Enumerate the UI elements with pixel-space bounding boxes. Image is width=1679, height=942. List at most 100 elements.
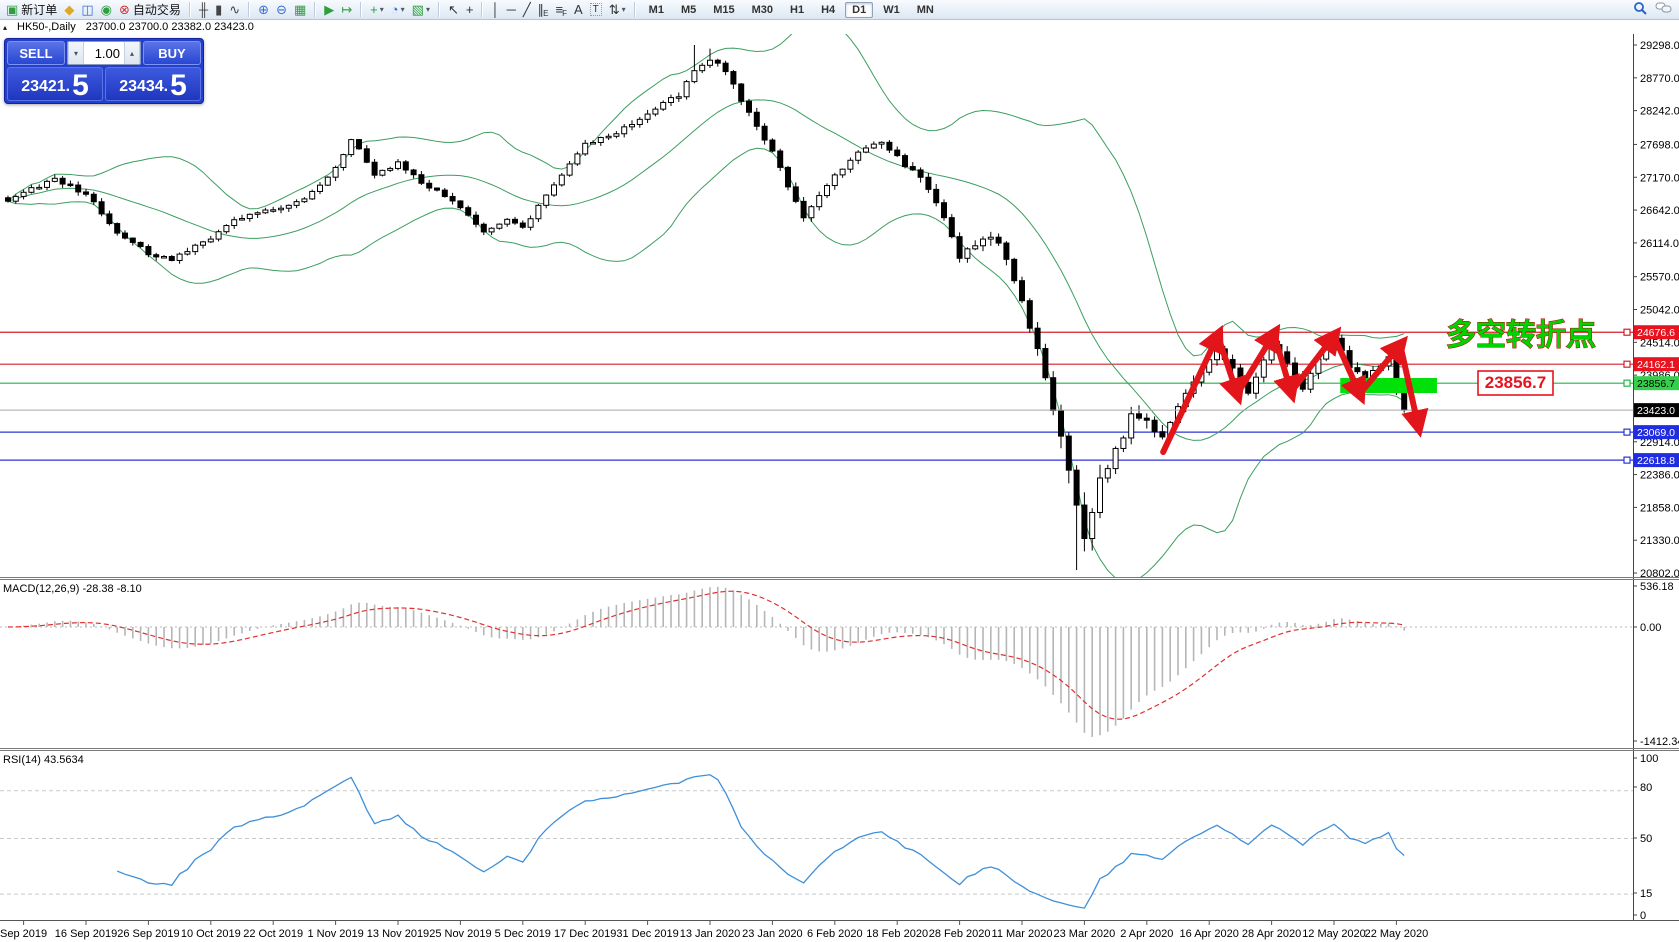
indicators-icon: + [370, 2, 378, 17]
volume-stepper[interactable]: ▾ 1.00 ▴ [67, 41, 141, 65]
timeframe-m15-button[interactable]: M15 [713, 3, 735, 16]
date-label: 25 Nov 2019 [429, 928, 491, 940]
vertical-line-button[interactable]: │ [488, 1, 502, 19]
macd-axis-label: 0.00 [1640, 622, 1661, 634]
timeframe-h4-button[interactable]: H4 [821, 3, 836, 16]
line-handle[interactable] [1623, 428, 1631, 436]
chart-shift-button[interactable]: ↦ [338, 1, 355, 19]
price-tick-label: 29298.0 [1640, 40, 1679, 52]
rsi-axis-label: 50 [1640, 833, 1652, 845]
candlestick-chart-icon: ▮ [215, 2, 223, 17]
text-button[interactable]: A [571, 1, 586, 19]
metaeditor-button[interactable]: ◆ [61, 1, 77, 19]
price-tick-label: 21330.0 [1640, 535, 1679, 547]
trendline-button[interactable]: ╱ [520, 1, 534, 19]
text-label-button[interactable]: T [587, 1, 605, 19]
timeframe-mn-button[interactable]: MN [916, 3, 934, 16]
cursor-button[interactable]: ↖ [445, 1, 462, 19]
price-tick-label: 22386.0 [1640, 470, 1679, 482]
zoom-out-button[interactable]: ⊖ [273, 1, 290, 19]
metaeditor-icon: ◆ [64, 2, 75, 17]
sell-button[interactable]: SELL [7, 41, 65, 65]
chart-ohlc-values: 23700.0 23700.0 23382.0 23423.0 [85, 21, 254, 33]
templates-button[interactable]: ▧ ▾ [411, 2, 430, 17]
one-click-trading-panel: SELL ▾ 1.00 ▴ BUY 23421. 5 23434. 5 [4, 38, 204, 104]
tile-windows-button[interactable]: ▦ [291, 1, 309, 19]
price-tag [1634, 357, 1679, 372]
date-label: 17 Dec 2019 [554, 928, 616, 940]
macd-axis-label: -1412.34 [1640, 736, 1679, 748]
periods-icon: ◔ [390, 2, 399, 17]
main-toolbar: ▣ 新订单 ◆ ◫ ◉ ⊗ 自动交易 ╫ ▮ ∿ ⊕ ⊖ ▦ ▶ ↦ + ▾ ◔ ▾ ▧ ▾ ↖ + │ ─ ╱ ∥ E ≡ F A T ⇅ ▾ M… [0, 0, 1679, 20]
date-label: 18 Feb 2020 [866, 928, 928, 940]
autotrading-button[interactable]: ⊗ 自动交易 [116, 1, 184, 19]
price-axis[interactable]: 29298.0 28770.0 28242.0 27698.0 27170.0 26642… [1623, 34, 1679, 921]
chart-canvas[interactable]: 多空转折点 23856.7 29298.0 28770.0 28242.0 27698.0… [0, 34, 1679, 942]
volume-decrease-button[interactable]: ▾ [68, 42, 84, 64]
price-tag-text: 24162.1 [1637, 359, 1675, 371]
zigzag-arrows[interactable] [1160, 323, 1429, 456]
date-label: 16 Sep 2019 [55, 928, 117, 940]
timeframe-m30-button[interactable]: M30 [751, 3, 774, 16]
date-label: 23 Jan 2020 [742, 928, 803, 940]
chat-icon [1655, 1, 1673, 18]
volume-increase-button[interactable]: ▴ [124, 42, 140, 64]
date-label: 16 Apr 2020 [1180, 928, 1239, 940]
timeframe-d1-button[interactable]: D1 [845, 1, 874, 18]
window-collapse-icon[interactable]: ▴ [3, 22, 8, 32]
search-button[interactable] [1629, 1, 1651, 19]
zoom-in-button[interactable]: ⊕ [255, 1, 272, 19]
price-tick-label: 27698.0 [1640, 139, 1679, 151]
timeframe-m5-button[interactable]: M5 [680, 3, 697, 16]
autotrading-button-label: 自动交易 [132, 3, 181, 17]
date-label: 22 Oct 2019 [243, 928, 303, 940]
auto-scroll-button[interactable]: ▶ [321, 1, 337, 19]
bar-chart-button[interactable]: ╫ [196, 1, 211, 19]
price-tick-label: 28770.0 [1640, 73, 1679, 85]
horizontal-line-button[interactable]: ─ [504, 1, 519, 19]
tile-windows-icon: ▦ [293, 2, 307, 17]
periods-button[interactable]: ◔ ▾ [390, 2, 405, 17]
new-order-button[interactable]: ▣ 新订单 [3, 1, 60, 19]
cursor-icon: ↖ [447, 2, 459, 17]
buy-button[interactable]: BUY [143, 41, 201, 65]
autotrading-icon: ⊗ [118, 2, 130, 17]
timeframe-w1-button[interactable]: W1 [883, 3, 900, 16]
candlestick-chart-button[interactable]: ▮ [212, 1, 225, 19]
line-chart-button[interactable]: ∿ [226, 1, 243, 19]
macd-signal-line [7, 590, 1405, 720]
timeframe-h1-button[interactable]: H1 [790, 3, 805, 16]
price-tag [1634, 325, 1679, 340]
macd-label: MACD(12,26,9) -28.38 -8.10 [3, 583, 142, 595]
date-label: 10 Oct 2019 [181, 928, 241, 940]
indicators-button[interactable]: + ▾ [370, 2, 384, 17]
date-label: 23 Mar 2020 [1054, 928, 1116, 940]
price-tag-text: 23069.0 [1637, 427, 1675, 439]
market-watch-button[interactable]: ◫ [78, 1, 96, 19]
time-axis[interactable]: Sep 2019 16 Sep 2019 26 Sep 2019 10 Oct 201… [0, 921, 1428, 940]
signals-button[interactable]: ◉ [98, 1, 115, 19]
price-callout-box[interactable] [1477, 370, 1554, 396]
rsi-axis-label: 100 [1640, 753, 1658, 765]
timeframe-m1-button[interactable]: M1 [648, 3, 664, 16]
buy-price[interactable]: 23434. 5 [105, 67, 201, 101]
volume-value[interactable]: 1.00 [94, 45, 120, 61]
line-handle[interactable] [1623, 360, 1631, 368]
rsi-axis-label: 0 [1640, 910, 1646, 922]
equidistant-channel-button[interactable]: ∥ E [537, 2, 549, 18]
date-label: Sep 2019 [0, 928, 47, 940]
crosshair-button[interactable]: + [463, 1, 477, 19]
line-handle[interactable] [1623, 456, 1631, 464]
arrows-button[interactable]: ⇅ ▾ [608, 2, 626, 17]
fibonacci-button[interactable]: ≡ F [555, 2, 567, 18]
price-tick-label: 24514.0 [1640, 337, 1679, 349]
line-handle[interactable] [1623, 328, 1631, 336]
chat-button[interactable] [1652, 1, 1676, 19]
signals-icon: ◉ [100, 2, 112, 17]
rsi-label: RSI(14) 43.5634 [3, 754, 84, 766]
date-label: 31 Dec 2019 [616, 928, 678, 940]
turning-point-label[interactable]: 多空转折点 [1446, 319, 1597, 353]
sell-price[interactable]: 23421. 5 [7, 67, 103, 101]
line-handle[interactable] [1623, 379, 1631, 387]
templates-icon: ▧ [411, 2, 424, 17]
